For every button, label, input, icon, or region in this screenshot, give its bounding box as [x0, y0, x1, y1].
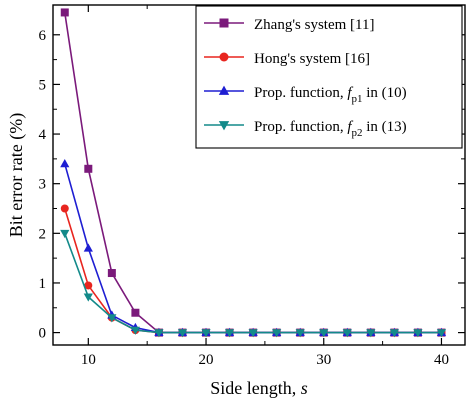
y-tick-label: 0	[39, 326, 47, 342]
legend-marker	[219, 52, 229, 62]
y-tick-label: 2	[39, 226, 47, 242]
legend-label-sub: p1	[352, 93, 363, 105]
y-tick-label: 4	[39, 127, 47, 143]
series-3-point	[83, 243, 93, 252]
y-axis-title: Bit error rate (%)	[6, 113, 27, 237]
legend-label: Prop. function, fp2 in (13)	[254, 119, 407, 139]
legend-item-1: Zhang's system [11]	[204, 17, 374, 33]
series-4-point	[272, 329, 282, 338]
series-4-point	[130, 326, 140, 335]
series-1-point	[60, 8, 69, 17]
series-1-point	[131, 308, 140, 317]
x-axis-title: Side length, s	[210, 378, 308, 398]
series-4-point	[83, 293, 93, 302]
x-axis-title-text: Side length,	[210, 378, 301, 398]
series-4-point	[248, 329, 258, 338]
legend-item-4: Prop. function, fp2 in (13)	[204, 119, 407, 139]
series-4-point	[342, 329, 352, 338]
series-1-point	[84, 164, 93, 173]
legend-label-prefix: Prop. function,	[254, 119, 347, 135]
x-tick-label: 20	[199, 352, 214, 368]
legend-label: Prop. function, fp1 in (10)	[254, 85, 407, 105]
series-2-point	[84, 281, 93, 290]
series-4-point	[107, 314, 117, 323]
series-3-line	[64, 163, 442, 334]
x-tick-label: 40	[434, 352, 449, 368]
series-3	[60, 159, 447, 336]
legend: Zhang's system [11] Hong's system [16] Pro…	[195, 5, 463, 149]
series-4-point	[201, 329, 211, 338]
y-tick-label: 5	[39, 77, 47, 93]
series-4-point	[295, 329, 305, 338]
plot-frame	[52, 4, 466, 346]
series-2	[60, 204, 446, 337]
series-4-point	[413, 329, 423, 338]
legend-item-3: Prop. function, fp1 in (10)	[204, 85, 407, 105]
x-tick-label: 30	[316, 352, 331, 368]
series-1-point	[107, 269, 116, 278]
legend-marker	[219, 18, 229, 28]
y-tick-label: 3	[39, 177, 47, 193]
series-4-point	[60, 229, 70, 239]
legend-label: Hong's system [16]	[254, 51, 370, 67]
series-4-line	[64, 233, 442, 334]
legend-marker	[218, 121, 230, 131]
x-tick-label: 10	[81, 352, 96, 368]
y-tick-label: 6	[39, 28, 47, 44]
series-4-point	[154, 329, 164, 338]
series-2-point	[60, 204, 69, 213]
series-2-line	[64, 208, 442, 334]
legend-label-var: f	[347, 85, 353, 101]
series-4-point	[389, 329, 399, 338]
series-4-point	[224, 329, 235, 338]
axes: 10 20 30 40 0 1 2 3 4 5 6 Side length, s Bit error r…	[6, 4, 466, 398]
legend-label-sub: p2	[352, 127, 363, 139]
legend-label: Zhang's system [11]	[254, 17, 374, 33]
series-4-point	[436, 329, 447, 338]
y-tick-label: 1	[39, 276, 47, 292]
legend-label-var: f	[347, 119, 353, 135]
series-4-point	[366, 329, 376, 338]
series-4-point	[177, 329, 188, 338]
legend-marker	[218, 85, 230, 95]
plot-area	[60, 8, 447, 338]
series-4-point	[319, 329, 329, 338]
legend-label-suffix: in (10)	[363, 85, 407, 101]
legend-item-2: Hong's system [16]	[204, 51, 370, 67]
series-3-point	[60, 159, 70, 168]
x-axis-title-var: s	[301, 378, 308, 398]
legend-label-suffix: in (13)	[363, 119, 407, 135]
legend-label-prefix: Prop. function,	[254, 85, 347, 101]
series-4	[60, 229, 447, 338]
